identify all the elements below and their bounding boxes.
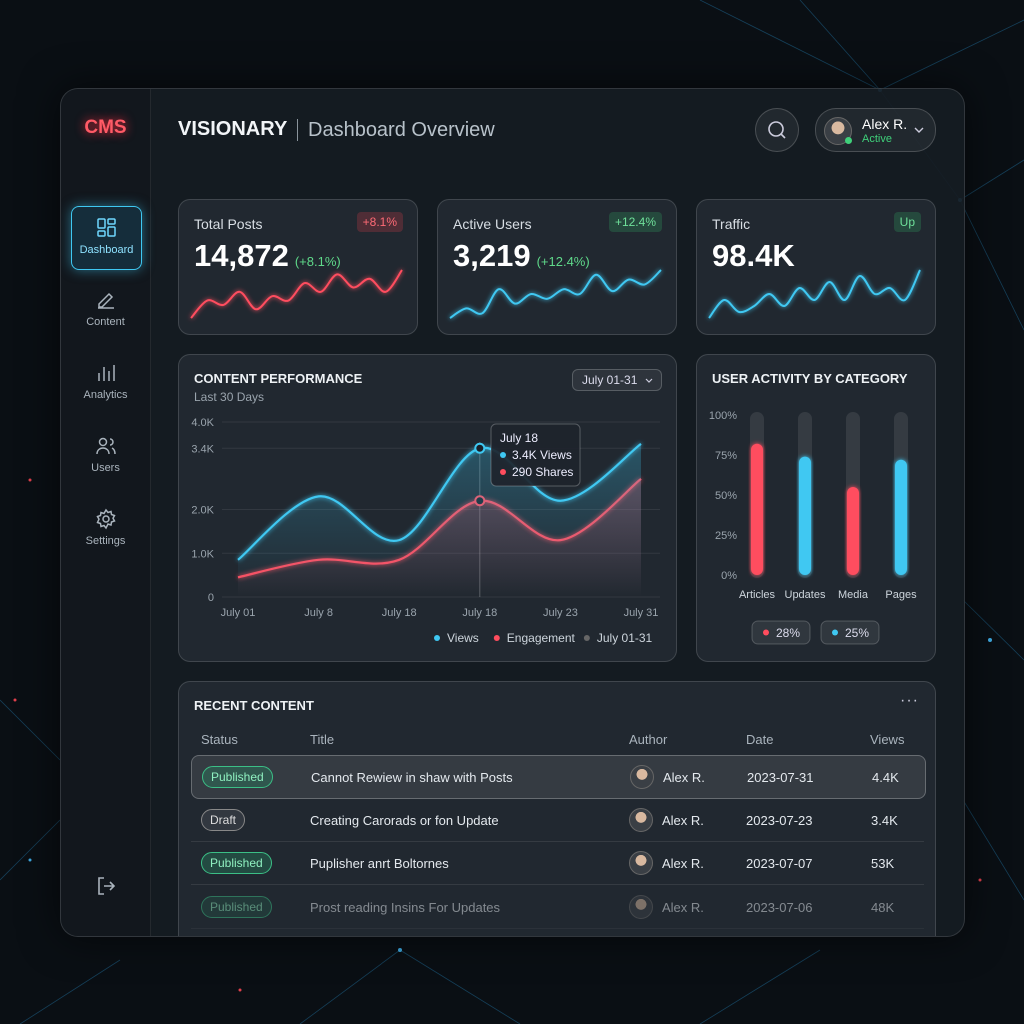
avatar [629,807,653,832]
stat-change: (+12.4%) [536,254,590,269]
stat-badge: +12.4% [608,212,662,232]
nav-icon [97,365,115,381]
stat-card: Active Users +12.4% 3,219 (+12.4%) [437,199,677,335]
performance-card: CONTENT PERFORMANCE Last 30 Days July 01… [178,354,677,662]
stat-value: 98.4K [712,238,795,274]
range-select[interactable]: July 01-31 [572,369,663,391]
nav-icon [95,508,116,530]
nav-label: Analytics [83,389,128,401]
row-author: Alex R. [663,770,705,785]
stat-badge: +8.1% [356,212,403,232]
sidebar: CMS Dashboard Content Analytics Users Settin… [61,89,151,936]
stat-label: Total Posts [194,216,263,232]
stat-card: Traffic Up 98.4K [696,199,936,335]
row-views: 3.4K [871,812,898,828]
nav-item[interactable]: Analytics [71,352,140,414]
row-date: 2023-07-06 [746,899,813,915]
nav-item[interactable]: Dashboard [71,206,142,270]
row-views: 53K [871,856,895,871]
nav-icon [95,437,116,455]
table-row[interactable]: Published Puplisher anrt Boltornes Alex R.… [191,842,924,885]
row-title: Puplisher anrt Boltornes [310,856,449,871]
logout-icon[interactable] [94,874,118,898]
stat-number: 14,872 [194,238,289,273]
column-header: Views [870,732,905,747]
range-label: July 01-31 [582,373,638,387]
row-title: Creating Carorads or fon Update [310,812,499,828]
nav-icon [96,218,116,237]
row-date: 2023-07-31 [747,770,814,785]
nav-icon [97,292,114,309]
table-row[interactable]: Published Prost reading Insins For Update… [191,886,924,929]
table-row[interactable]: Draft Creating Carorads or fon Update Alex… [191,799,924,842]
row-author: Alex R. [662,812,704,828]
row-title: Prost reading Insins For Updates [310,899,501,915]
row-views: 48K [871,899,895,915]
column-header: Author [629,732,668,747]
nav-item[interactable]: Content [71,279,140,341]
stat-value: 3,219 (+12.4%) [453,238,590,274]
row-views: 4.4K [872,770,899,785]
user-name: Alex R. [862,116,908,132]
row-author: Alex R. [662,856,704,871]
search-button[interactable] [755,108,799,152]
avatar [629,851,653,875]
recent-content-card: RECENT CONTENT ··· Status Title Author Date… [178,681,936,936]
chart-title: CONTENT PERFORMANCE [194,371,363,386]
nav-item[interactable]: Users [71,425,140,487]
stat-label: Active Users [453,216,532,232]
user-status: Active [862,133,892,145]
status-pill: Published [201,895,272,918]
stat-number: 3,219 [453,238,531,273]
brand: VISIONARY [178,118,288,140]
row-date: 2023-07-23 [746,812,813,828]
page-title: Dashboard Overview [308,119,495,141]
user-menu[interactable]: Alex R. Active [815,108,936,152]
chart-title: USER ACTIVITY BY CATEGORY [712,371,908,386]
stat-number: 98.4K [712,238,795,273]
nav-label: Content [86,316,125,328]
stat-value: 14,872 (+8.1%) [194,238,341,274]
nav-label: Users [91,462,120,474]
row-date: 2023-07-07 [746,856,813,871]
stat-change: (+8.1%) [294,254,341,269]
status-pill: Published [201,852,272,874]
nav-item[interactable]: Settings [71,498,140,560]
app-window: CMS Dashboard Content Analytics Users Settin… [60,88,965,937]
stat-label: Traffic [712,216,751,232]
chart-subtitle: Last 30 Days [194,390,265,404]
column-header: Date [746,732,774,747]
nav-label: Settings [85,535,126,547]
divider [297,119,298,141]
column-header: Status [201,732,238,747]
logo: CMS [84,117,127,138]
more-button[interactable]: ··· [900,692,919,709]
status-pill: Published [202,766,273,788]
nav-label: Dashboard [79,244,134,256]
stat-card: Total Posts +8.1% 14,872 (+8.1%) [178,199,418,335]
row-title: Cannot Rewiew in shaw with Posts [311,770,513,785]
stat-badge: Up [893,212,921,232]
table-title: RECENT CONTENT [194,698,314,713]
activity-card: USER ACTIVITY BY CATEGORY [696,354,936,662]
status-dot [845,137,852,144]
column-header: Title [310,732,335,747]
avatar [630,765,654,789]
avatar [629,894,653,919]
table-row[interactable]: Published Cannot Rewiew in shaw with Post… [191,755,926,799]
status-pill: Draft [201,808,246,831]
row-author: Alex R. [662,899,704,915]
